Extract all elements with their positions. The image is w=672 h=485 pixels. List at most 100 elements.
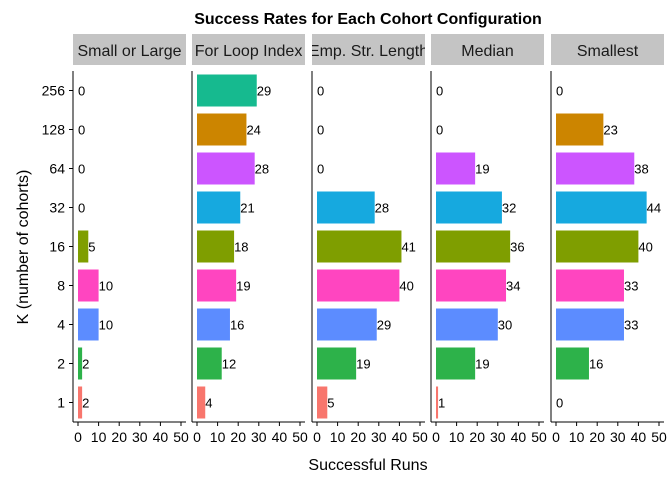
bar-value-label: 24 bbox=[246, 123, 260, 138]
bar bbox=[197, 230, 235, 263]
y-tick-label: 8 bbox=[57, 278, 65, 294]
bar-value-label: 40 bbox=[399, 279, 413, 294]
bar-value-label: 41 bbox=[401, 240, 415, 255]
facet-strip-label: For Loop Index bbox=[195, 43, 303, 60]
bar bbox=[197, 191, 241, 224]
bar bbox=[317, 230, 402, 263]
facet-strip bbox=[431, 34, 544, 65]
bar bbox=[317, 191, 375, 224]
bar-value-label: 19 bbox=[236, 279, 250, 294]
x-tick-label: 40 bbox=[631, 429, 647, 445]
x-tick-label: 30 bbox=[490, 429, 506, 445]
bar-value-label: 33 bbox=[624, 279, 638, 294]
x-tick-label: 10 bbox=[91, 429, 107, 445]
x-tick-label: 50 bbox=[292, 429, 308, 445]
facet-strip bbox=[551, 34, 664, 65]
bar bbox=[197, 386, 206, 419]
bar-value-label: 29 bbox=[377, 318, 391, 333]
bar bbox=[78, 269, 99, 302]
x-tick-label: 30 bbox=[251, 429, 267, 445]
facet-strip-label: Median bbox=[461, 43, 513, 60]
x-tick-label: 0 bbox=[193, 429, 201, 445]
bar bbox=[78, 386, 83, 419]
bar-value-label: 19 bbox=[475, 357, 489, 372]
bar-value-label: 32 bbox=[502, 201, 516, 216]
facet-strip bbox=[73, 34, 186, 65]
facet-panel: For Loop Index 0 10 20 30 40 50 4 12 16 19 18 21 28 24… bbox=[191, 34, 308, 445]
bar bbox=[556, 191, 647, 224]
bar-value-label: 29 bbox=[257, 84, 271, 99]
y-tick-label: 256 bbox=[42, 83, 66, 99]
bar bbox=[197, 113, 247, 146]
bar-value-label: 2 bbox=[82, 357, 89, 372]
bar-value-label: 10 bbox=[99, 279, 113, 294]
x-tick-label: 10 bbox=[569, 429, 585, 445]
bar-value-label: 40 bbox=[638, 240, 652, 255]
bar bbox=[78, 347, 83, 380]
bar-value-label: 0 bbox=[78, 201, 85, 216]
y-tick-label: 16 bbox=[49, 239, 65, 255]
facet-strip bbox=[312, 34, 425, 65]
bar-value-label: 0 bbox=[436, 84, 443, 99]
bar-value-label: 0 bbox=[317, 162, 324, 177]
bar bbox=[436, 308, 498, 341]
x-tick-label: 20 bbox=[589, 429, 605, 445]
bar bbox=[78, 308, 99, 341]
bar bbox=[436, 269, 507, 302]
bar bbox=[317, 269, 400, 302]
bar-value-label: 0 bbox=[317, 84, 324, 99]
x-tick-label: 30 bbox=[132, 429, 148, 445]
bar bbox=[556, 269, 624, 302]
bar bbox=[436, 152, 476, 185]
bar-value-label: 1 bbox=[438, 396, 445, 411]
chart-title: Success Rates for Each Cohort Configurat… bbox=[194, 11, 542, 28]
bar bbox=[556, 152, 635, 185]
bar bbox=[317, 308, 377, 341]
bar bbox=[197, 269, 237, 302]
bar bbox=[556, 308, 624, 341]
x-tick-label: 50 bbox=[651, 429, 667, 445]
x-tick-label: 50 bbox=[531, 429, 547, 445]
bar-value-label: 34 bbox=[506, 279, 520, 294]
x-tick-label: 10 bbox=[210, 429, 226, 445]
y-tick-label: 1 bbox=[57, 395, 65, 411]
x-tick-label: 0 bbox=[552, 429, 560, 445]
bar-value-label: 5 bbox=[327, 396, 334, 411]
bar-value-label: 10 bbox=[99, 318, 113, 333]
facet-panel: Median 0 10 20 30 40 50 1 19 30 34 36 32 19 0 0 bbox=[430, 34, 547, 445]
bar-value-label: 5 bbox=[88, 240, 95, 255]
y-tick-label: 2 bbox=[57, 356, 65, 372]
bar-value-label: 0 bbox=[556, 396, 563, 411]
x-tick-label: 40 bbox=[272, 429, 288, 445]
bar-value-label: 0 bbox=[317, 123, 324, 138]
x-tick-label: 10 bbox=[449, 429, 465, 445]
y-tick-label: 4 bbox=[57, 317, 65, 333]
bar bbox=[436, 191, 502, 224]
bar bbox=[556, 230, 639, 263]
x-tick-label: 20 bbox=[230, 429, 246, 445]
bar-value-label: 0 bbox=[78, 84, 85, 99]
bar-value-label: 2 bbox=[82, 396, 89, 411]
bar-value-label: 16 bbox=[589, 357, 603, 372]
bar bbox=[556, 347, 589, 380]
x-tick-label: 30 bbox=[610, 429, 626, 445]
y-tick-label: 64 bbox=[49, 161, 65, 177]
x-tick-label: 0 bbox=[313, 429, 321, 445]
x-tick-label: 30 bbox=[371, 429, 387, 445]
x-tick-label: 40 bbox=[392, 429, 408, 445]
bar-value-label: 0 bbox=[556, 84, 563, 99]
bar-value-label: 30 bbox=[498, 318, 512, 333]
x-tick-label: 20 bbox=[350, 429, 366, 445]
bar bbox=[78, 230, 89, 263]
bar bbox=[197, 308, 230, 341]
bar-value-label: 38 bbox=[634, 162, 648, 177]
x-tick-label: 40 bbox=[511, 429, 527, 445]
bar-value-label: 28 bbox=[375, 201, 389, 216]
x-tick-label: 0 bbox=[432, 429, 440, 445]
y-tick-label: 32 bbox=[49, 200, 65, 216]
bar bbox=[317, 386, 328, 419]
facet-strip-label: Smallest bbox=[577, 43, 639, 60]
bar-value-label: 16 bbox=[230, 318, 244, 333]
